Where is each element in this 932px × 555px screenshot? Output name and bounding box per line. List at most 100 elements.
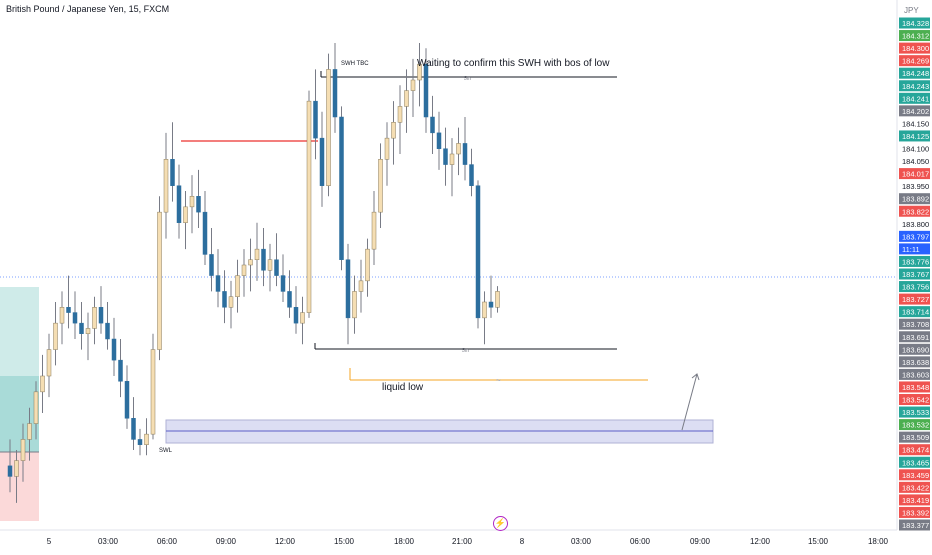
candle[interactable] xyxy=(105,322,110,340)
candle[interactable] xyxy=(410,79,416,91)
candle[interactable] xyxy=(475,185,481,319)
candle[interactable] xyxy=(443,148,448,165)
bottom-line-label: 5m xyxy=(462,348,469,354)
price-label-badge xyxy=(899,30,930,42)
candle[interactable] xyxy=(436,132,442,149)
price-tick-label: 183.509 xyxy=(902,433,929,442)
candle[interactable] xyxy=(46,349,52,377)
candle[interactable] xyxy=(339,116,344,260)
candle[interactable] xyxy=(404,90,409,107)
candle[interactable] xyxy=(98,307,104,324)
candle[interactable] xyxy=(144,433,149,445)
candle[interactable] xyxy=(196,196,201,213)
candle[interactable] xyxy=(137,439,143,445)
candle[interactable] xyxy=(384,137,390,160)
candle[interactable] xyxy=(371,211,377,250)
candle[interactable] xyxy=(59,307,65,324)
price-tick-label: 183.392 xyxy=(902,508,929,517)
candles-layer xyxy=(7,43,500,503)
candle[interactable] xyxy=(300,312,305,324)
currency-label[interactable]: JPY xyxy=(904,6,919,15)
candle[interactable] xyxy=(391,122,396,139)
lightning-icon[interactable]: ⚡ xyxy=(493,516,508,531)
candle[interactable] xyxy=(170,159,175,186)
candle[interactable] xyxy=(14,460,19,477)
candle[interactable] xyxy=(202,211,208,255)
candle[interactable] xyxy=(53,322,58,350)
candle[interactable] xyxy=(248,259,253,266)
candle[interactable] xyxy=(332,69,338,118)
candle[interactable] xyxy=(228,296,234,308)
candle[interactable] xyxy=(495,291,500,308)
candle[interactable] xyxy=(254,248,260,260)
candle[interactable] xyxy=(7,465,13,477)
time-tick-label: 12:00 xyxy=(750,537,771,546)
candle[interactable] xyxy=(92,307,97,329)
candle[interactable] xyxy=(163,159,169,213)
candle[interactable] xyxy=(118,359,123,382)
price-tick-label: 183.532 xyxy=(902,421,929,430)
price-label-badge xyxy=(899,406,930,418)
price-label-badge xyxy=(899,243,930,255)
candle[interactable] xyxy=(319,137,325,186)
candle[interactable] xyxy=(352,291,357,319)
candle[interactable] xyxy=(183,206,188,223)
candle[interactable] xyxy=(449,153,455,165)
time-tick-label: 12:00 xyxy=(275,537,296,546)
candle[interactable] xyxy=(189,196,195,208)
candle[interactable] xyxy=(72,312,78,324)
candle[interactable] xyxy=(85,328,91,334)
main-note: Waiting to confirm this SWH with bos of … xyxy=(417,58,610,69)
candle[interactable] xyxy=(488,301,494,308)
candle[interactable] xyxy=(358,280,364,292)
candle[interactable] xyxy=(27,423,32,440)
candle[interactable] xyxy=(222,291,227,308)
candle[interactable] xyxy=(345,259,351,319)
candle[interactable] xyxy=(215,275,221,292)
stop-zone[interactable] xyxy=(0,452,39,521)
price-tick-label: 183.797 xyxy=(902,232,929,241)
price-label-badge xyxy=(899,230,930,242)
candle[interactable] xyxy=(150,349,156,435)
candle[interactable] xyxy=(293,307,299,324)
price-axis[interactable]: 184.328 184.312 184.300 184.269 184.248 184.2… xyxy=(899,17,930,531)
candle[interactable] xyxy=(267,259,273,271)
candle[interactable] xyxy=(33,391,39,424)
profit-zone[interactable] xyxy=(0,287,39,452)
candle[interactable] xyxy=(306,100,312,313)
candle[interactable] xyxy=(313,100,318,139)
candle[interactable] xyxy=(176,185,182,223)
price-tick-label: 184.202 xyxy=(902,107,929,116)
candle[interactable] xyxy=(241,264,247,276)
time-axis[interactable]: 5 03:00 06:00 09:00 12:00 15:00 18:00 21:00 8 03:… xyxy=(47,537,889,546)
candle[interactable] xyxy=(40,375,45,393)
candle[interactable] xyxy=(397,106,403,123)
candle[interactable] xyxy=(326,69,331,186)
candle[interactable] xyxy=(124,381,130,419)
candle[interactable] xyxy=(365,248,370,282)
candle[interactable] xyxy=(417,63,422,81)
candle[interactable] xyxy=(235,275,240,297)
candle[interactable] xyxy=(20,439,26,461)
time-tick-label: 15:00 xyxy=(334,537,355,546)
price-tick-label: 183.377 xyxy=(902,521,929,530)
candle[interactable] xyxy=(274,259,279,276)
candle[interactable] xyxy=(111,338,117,361)
candle[interactable] xyxy=(430,116,435,134)
swl-label: SWL xyxy=(159,448,173,454)
candle[interactable] xyxy=(456,143,461,155)
candle[interactable] xyxy=(469,164,474,186)
candle[interactable] xyxy=(287,291,292,308)
candle[interactable] xyxy=(66,307,71,313)
candle[interactable] xyxy=(423,63,429,118)
candle[interactable] xyxy=(261,248,266,271)
candle[interactable] xyxy=(482,301,487,319)
candle[interactable] xyxy=(378,159,383,213)
candle[interactable] xyxy=(462,143,468,165)
candle[interactable] xyxy=(209,254,214,276)
candle[interactable] xyxy=(280,275,286,292)
candle[interactable] xyxy=(131,418,136,440)
candle[interactable] xyxy=(79,322,84,334)
candle[interactable] xyxy=(157,211,162,350)
